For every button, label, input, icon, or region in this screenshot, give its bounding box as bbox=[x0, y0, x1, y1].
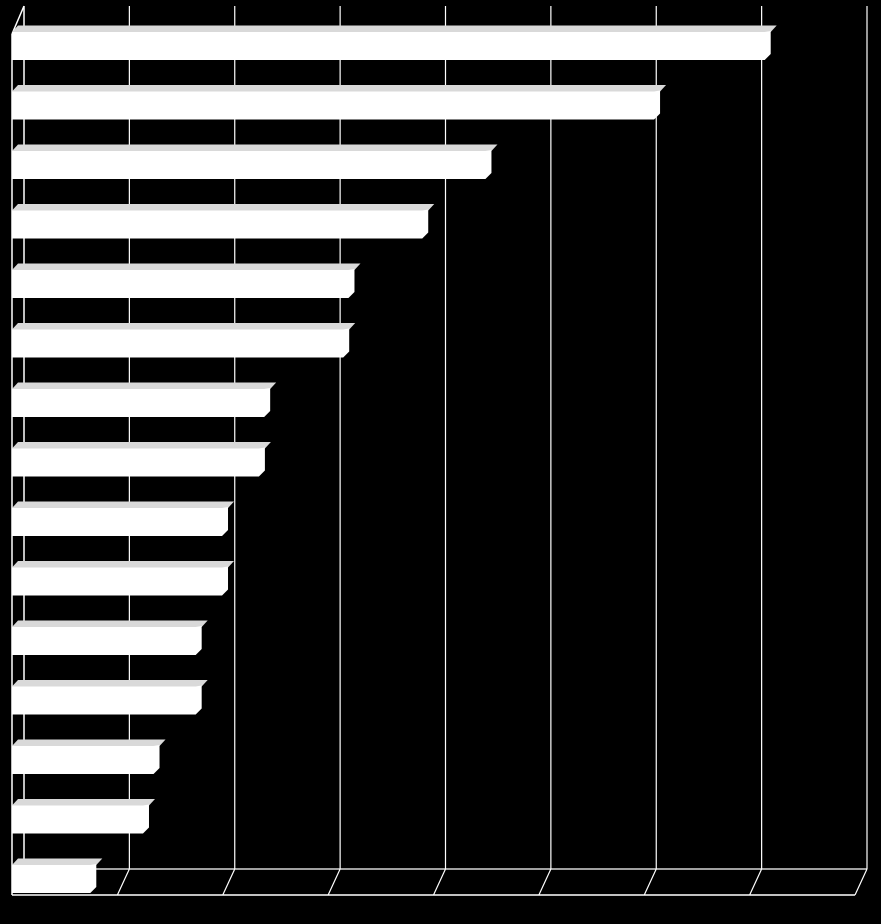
bar-front-face bbox=[12, 209, 429, 239]
bar-front-face bbox=[12, 269, 355, 298]
bar bbox=[12, 144, 498, 179]
bar-top-face bbox=[12, 501, 235, 508]
axis-left-top-edge bbox=[11, 5, 25, 35]
bar-front-face bbox=[12, 864, 97, 893]
bar-top-face bbox=[12, 799, 155, 806]
bar bbox=[12, 382, 277, 417]
bar bbox=[12, 561, 235, 596]
bar-top-face bbox=[12, 323, 356, 330]
bar-top-face bbox=[12, 442, 271, 449]
bar-top-face bbox=[12, 204, 435, 211]
gridline-floor bbox=[538, 868, 552, 896]
bar bbox=[12, 85, 667, 120]
bar-front-face bbox=[12, 804, 149, 834]
bars bbox=[12, 25, 777, 893]
bar bbox=[12, 620, 208, 655]
bar bbox=[12, 323, 356, 358]
bar-top-face bbox=[12, 144, 498, 151]
bar-front-face bbox=[12, 90, 661, 120]
bar-top-face bbox=[12, 25, 777, 32]
bar-front-face bbox=[12, 150, 492, 179]
gridline-floor bbox=[222, 868, 236, 896]
bar bbox=[12, 739, 166, 774]
bar-front-face bbox=[12, 626, 202, 655]
gridline-floor bbox=[643, 868, 657, 896]
bar-front-face bbox=[12, 447, 265, 477]
bar-front-face bbox=[12, 388, 271, 417]
bar-front-face bbox=[12, 328, 350, 358]
bar bbox=[12, 680, 208, 715]
gridline-floor bbox=[432, 868, 447, 896]
bar-top-face bbox=[12, 263, 361, 270]
bar bbox=[12, 204, 435, 239]
gridline-floor bbox=[116, 868, 130, 896]
gridline-floor bbox=[854, 868, 868, 896]
bar-top-face bbox=[12, 858, 103, 865]
bar-top-face bbox=[12, 739, 166, 746]
bar-top-face bbox=[12, 85, 667, 92]
bar-front-face bbox=[12, 745, 160, 774]
bar-front-face bbox=[12, 566, 229, 596]
bar bbox=[12, 263, 361, 298]
bar-top-face bbox=[12, 561, 235, 568]
bar bbox=[12, 25, 777, 60]
bar bbox=[12, 799, 155, 834]
bar-top-face bbox=[12, 620, 208, 627]
bar bbox=[12, 858, 103, 893]
gridline-floor bbox=[327, 868, 341, 896]
bar-front-face bbox=[12, 31, 771, 60]
bar-top-face bbox=[12, 680, 208, 687]
gridline-floor bbox=[749, 868, 763, 896]
bar-front-face bbox=[12, 685, 202, 715]
bar bbox=[12, 442, 271, 477]
bar-front-face bbox=[12, 507, 229, 536]
bar-top-face bbox=[12, 382, 277, 389]
bar bbox=[12, 501, 235, 536]
